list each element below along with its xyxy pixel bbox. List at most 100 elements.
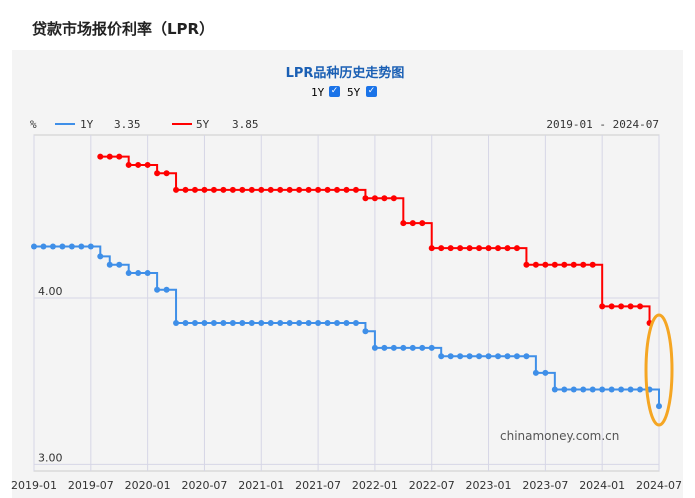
data-point-5Y[interactable] bbox=[334, 186, 341, 193]
data-point-1Y[interactable] bbox=[334, 319, 341, 326]
data-point-5Y[interactable] bbox=[220, 186, 227, 193]
data-point-5Y[interactable] bbox=[637, 303, 644, 310]
data-point-5Y[interactable] bbox=[504, 245, 511, 252]
data-point-5Y[interactable] bbox=[561, 261, 568, 268]
data-point-5Y[interactable] bbox=[135, 161, 142, 168]
data-point-5Y[interactable] bbox=[495, 245, 502, 252]
data-point-1Y[interactable] bbox=[125, 270, 132, 277]
data-point-1Y[interactable] bbox=[296, 319, 303, 326]
data-point-1Y[interactable] bbox=[466, 353, 473, 360]
data-point-5Y[interactable] bbox=[248, 186, 255, 193]
data-point-5Y[interactable] bbox=[286, 186, 293, 193]
data-point-1Y[interactable] bbox=[210, 319, 217, 326]
data-point-1Y[interactable] bbox=[447, 353, 454, 360]
data-point-5Y[interactable] bbox=[352, 186, 359, 193]
data-point-1Y[interactable] bbox=[31, 243, 37, 250]
data-point-5Y[interactable] bbox=[258, 186, 265, 193]
data-point-1Y[interactable] bbox=[154, 286, 161, 293]
data-point-5Y[interactable] bbox=[371, 195, 378, 202]
data-point-1Y[interactable] bbox=[201, 319, 208, 326]
data-point-1Y[interactable] bbox=[315, 319, 322, 326]
data-point-5Y[interactable] bbox=[163, 170, 170, 177]
data-point-1Y[interactable] bbox=[637, 386, 644, 393]
data-point-5Y[interactable] bbox=[173, 186, 180, 193]
data-point-1Y[interactable] bbox=[352, 319, 359, 326]
data-point-1Y[interactable] bbox=[135, 270, 142, 277]
data-point-1Y[interactable] bbox=[239, 319, 246, 326]
data-point-1Y[interactable] bbox=[267, 319, 274, 326]
data-point-1Y[interactable] bbox=[277, 319, 284, 326]
data-point-5Y[interactable] bbox=[400, 220, 407, 227]
data-point-5Y[interactable] bbox=[599, 303, 606, 310]
data-point-1Y[interactable] bbox=[504, 353, 511, 360]
data-point-1Y[interactable] bbox=[220, 319, 227, 326]
data-point-1Y[interactable] bbox=[87, 243, 94, 250]
data-point-1Y[interactable] bbox=[173, 319, 180, 326]
data-point-1Y[interactable] bbox=[163, 286, 170, 293]
data-point-5Y[interactable] bbox=[106, 153, 113, 160]
data-point-1Y[interactable] bbox=[191, 319, 198, 326]
data-point-1Y[interactable] bbox=[618, 386, 625, 393]
data-point-1Y[interactable] bbox=[182, 319, 189, 326]
data-point-1Y[interactable] bbox=[599, 386, 606, 393]
data-point-1Y[interactable] bbox=[305, 319, 312, 326]
data-point-5Y[interactable] bbox=[428, 245, 435, 252]
data-point-5Y[interactable] bbox=[485, 245, 492, 252]
data-point-1Y[interactable] bbox=[381, 344, 388, 351]
toggle-1y-checkbox[interactable]: ✓ bbox=[329, 86, 340, 97]
data-point-1Y[interactable] bbox=[49, 243, 56, 250]
data-point-1Y[interactable] bbox=[78, 243, 85, 250]
data-point-5Y[interactable] bbox=[618, 303, 625, 310]
data-point-1Y[interactable] bbox=[371, 344, 378, 351]
data-point-1Y[interactable] bbox=[324, 319, 331, 326]
data-point-5Y[interactable] bbox=[191, 186, 198, 193]
data-point-1Y[interactable] bbox=[485, 353, 492, 360]
data-point-1Y[interactable] bbox=[409, 344, 416, 351]
data-point-1Y[interactable] bbox=[570, 386, 577, 393]
data-point-5Y[interactable] bbox=[457, 245, 464, 252]
data-point-1Y[interactable] bbox=[106, 261, 113, 268]
data-point-1Y[interactable] bbox=[438, 353, 445, 360]
data-point-1Y[interactable] bbox=[343, 319, 350, 326]
data-point-5Y[interactable] bbox=[608, 303, 615, 310]
data-point-1Y[interactable] bbox=[248, 319, 255, 326]
data-point-5Y[interactable] bbox=[267, 186, 274, 193]
data-point-5Y[interactable] bbox=[201, 186, 208, 193]
data-point-1Y[interactable] bbox=[627, 386, 634, 393]
data-point-1Y[interactable] bbox=[457, 353, 464, 360]
data-point-5Y[interactable] bbox=[513, 245, 520, 252]
data-point-1Y[interactable] bbox=[656, 403, 662, 410]
data-point-5Y[interactable] bbox=[438, 245, 445, 252]
data-point-1Y[interactable] bbox=[532, 369, 539, 376]
data-point-5Y[interactable] bbox=[362, 195, 369, 202]
data-point-5Y[interactable] bbox=[551, 261, 558, 268]
data-point-1Y[interactable] bbox=[144, 270, 151, 277]
data-point-1Y[interactable] bbox=[523, 353, 530, 360]
data-point-1Y[interactable] bbox=[513, 353, 520, 360]
data-point-1Y[interactable] bbox=[400, 344, 407, 351]
data-point-5Y[interactable] bbox=[447, 245, 454, 252]
data-point-5Y[interactable] bbox=[229, 186, 236, 193]
data-point-1Y[interactable] bbox=[362, 328, 369, 335]
data-point-5Y[interactable] bbox=[296, 186, 303, 193]
data-point-5Y[interactable] bbox=[210, 186, 217, 193]
data-point-1Y[interactable] bbox=[68, 243, 75, 250]
data-point-1Y[interactable] bbox=[608, 386, 615, 393]
data-point-5Y[interactable] bbox=[476, 245, 483, 252]
data-point-1Y[interactable] bbox=[551, 386, 558, 393]
data-point-5Y[interactable] bbox=[315, 186, 322, 193]
data-point-1Y[interactable] bbox=[258, 319, 265, 326]
data-point-5Y[interactable] bbox=[523, 261, 530, 268]
data-point-5Y[interactable] bbox=[154, 170, 161, 177]
data-point-1Y[interactable] bbox=[476, 353, 483, 360]
data-point-5Y[interactable] bbox=[466, 245, 473, 252]
data-point-5Y[interactable] bbox=[182, 186, 189, 193]
data-point-5Y[interactable] bbox=[419, 220, 426, 227]
data-point-5Y[interactable] bbox=[532, 261, 539, 268]
data-point-5Y[interactable] bbox=[277, 186, 284, 193]
data-point-1Y[interactable] bbox=[419, 344, 426, 351]
data-point-1Y[interactable] bbox=[390, 344, 397, 351]
data-point-1Y[interactable] bbox=[580, 386, 587, 393]
data-point-5Y[interactable] bbox=[390, 195, 397, 202]
data-point-5Y[interactable] bbox=[125, 161, 132, 168]
